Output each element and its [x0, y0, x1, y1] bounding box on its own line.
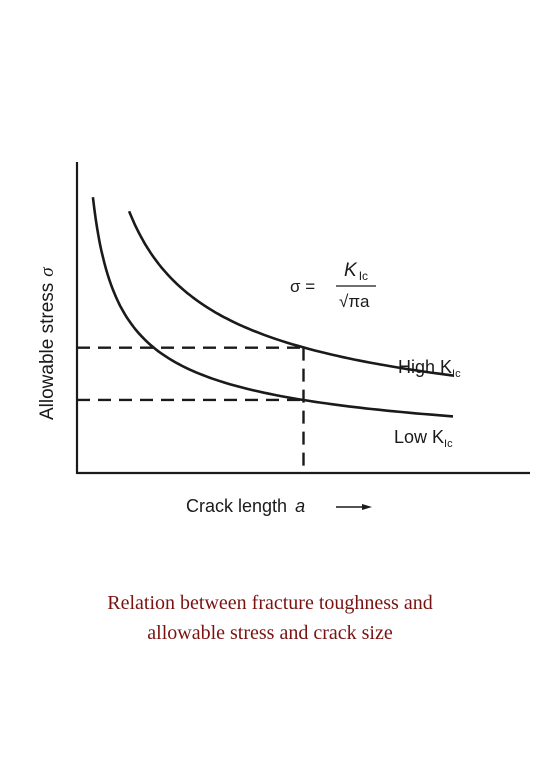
caption-line-2: allowable stress and crack size — [147, 622, 393, 644]
x-axis-label: Crack length a — [186, 496, 305, 516]
series-line-low-kic — [91, 197, 454, 418]
stress-formula: σ = K Ic √πa — [290, 260, 376, 311]
formula-denominator: √πa — [339, 292, 370, 311]
figure-caption: Relation between fracture toughness and … — [20, 588, 520, 648]
series-line-high-kic — [127, 210, 454, 377]
formula-numerator: K Ic — [344, 260, 368, 283]
legend-label-high-kic: High KIc — [398, 357, 461, 380]
formula-lhs: σ = — [290, 277, 315, 296]
legend-label-low-kic: Low KIc — [394, 427, 453, 450]
y-axis-label: Allowable stressσ — [37, 267, 58, 420]
caption-line-1: Relation between fracture toughness and — [107, 592, 433, 614]
arrow-right-icon — [336, 504, 372, 510]
